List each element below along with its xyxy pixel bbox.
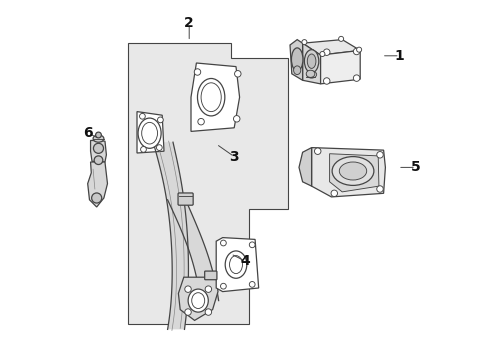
Text: 2: 2	[184, 17, 194, 30]
Circle shape	[156, 145, 162, 150]
Ellipse shape	[306, 70, 315, 77]
Circle shape	[377, 152, 383, 158]
Ellipse shape	[332, 157, 374, 185]
Circle shape	[233, 116, 240, 122]
Polygon shape	[216, 238, 259, 292]
Circle shape	[220, 283, 226, 289]
Circle shape	[235, 71, 241, 77]
Ellipse shape	[307, 71, 317, 78]
Polygon shape	[128, 43, 288, 324]
Text: 4: 4	[240, 254, 250, 268]
Polygon shape	[191, 63, 240, 131]
Circle shape	[357, 47, 362, 52]
Polygon shape	[178, 277, 218, 320]
Text: 1: 1	[395, 49, 405, 63]
Circle shape	[220, 240, 226, 246]
Ellipse shape	[339, 162, 367, 180]
Polygon shape	[303, 43, 320, 84]
Circle shape	[323, 49, 330, 55]
Polygon shape	[168, 200, 219, 301]
Circle shape	[198, 118, 204, 125]
Circle shape	[92, 193, 102, 203]
Polygon shape	[330, 154, 379, 192]
Ellipse shape	[225, 251, 247, 278]
Circle shape	[249, 282, 255, 287]
Ellipse shape	[294, 66, 301, 75]
Circle shape	[323, 78, 330, 84]
Ellipse shape	[188, 289, 208, 312]
Text: 5: 5	[411, 161, 421, 174]
Circle shape	[331, 190, 338, 197]
Circle shape	[157, 117, 163, 123]
Polygon shape	[303, 40, 360, 55]
Circle shape	[315, 148, 321, 154]
Circle shape	[377, 186, 383, 192]
Polygon shape	[320, 50, 360, 84]
Circle shape	[320, 51, 325, 57]
Polygon shape	[312, 148, 386, 197]
Circle shape	[185, 309, 191, 315]
Ellipse shape	[197, 78, 225, 116]
Circle shape	[205, 286, 212, 292]
Text: 3: 3	[229, 150, 239, 163]
Ellipse shape	[292, 48, 303, 71]
Polygon shape	[137, 112, 164, 153]
Polygon shape	[91, 140, 106, 162]
Polygon shape	[299, 148, 312, 186]
FancyBboxPatch shape	[205, 271, 217, 280]
Circle shape	[353, 48, 360, 55]
Circle shape	[94, 156, 103, 165]
Ellipse shape	[307, 54, 316, 68]
Polygon shape	[290, 40, 303, 80]
Circle shape	[96, 132, 101, 138]
Ellipse shape	[93, 135, 104, 142]
Circle shape	[205, 309, 212, 315]
Polygon shape	[153, 142, 189, 329]
Circle shape	[141, 147, 147, 152]
Circle shape	[140, 113, 145, 119]
Circle shape	[302, 40, 307, 45]
Circle shape	[94, 143, 103, 153]
Polygon shape	[88, 162, 107, 207]
FancyBboxPatch shape	[178, 193, 193, 205]
Ellipse shape	[304, 50, 319, 73]
Text: 6: 6	[84, 126, 93, 140]
Circle shape	[249, 242, 255, 248]
Circle shape	[194, 69, 201, 75]
Circle shape	[339, 36, 343, 41]
Ellipse shape	[138, 118, 161, 148]
Circle shape	[353, 75, 360, 81]
Circle shape	[185, 286, 191, 292]
